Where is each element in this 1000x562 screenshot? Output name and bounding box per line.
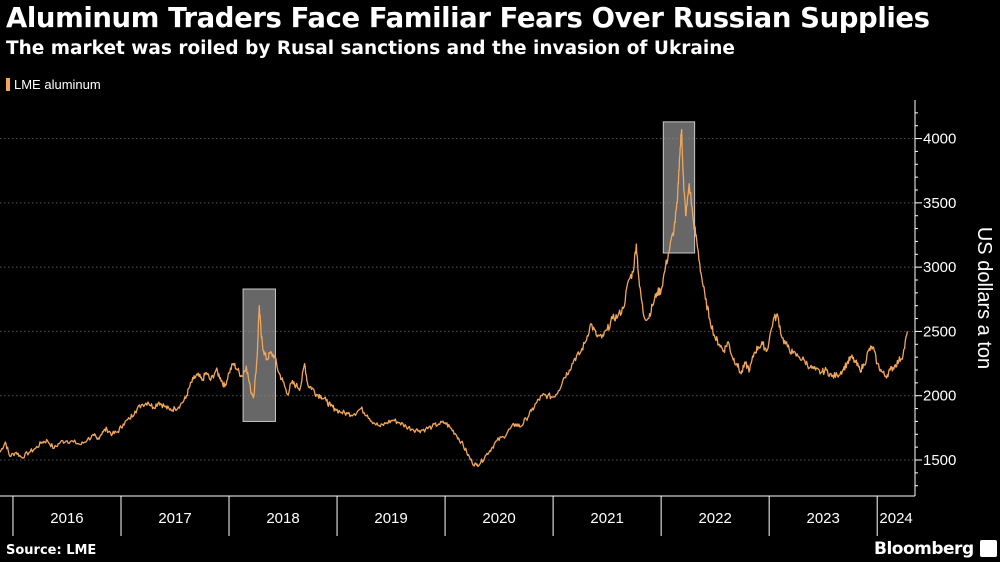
x-tick-label: 2021 [590, 510, 623, 527]
x-tick-label: 2018 [266, 510, 299, 527]
legend-swatch [6, 77, 10, 91]
gridlines [0, 138, 925, 461]
x-tick-label: 2023 [806, 510, 839, 527]
legend-label: LME aluminum [14, 76, 101, 92]
highlight-boxes [242, 121, 696, 422]
x-tick-label: 2022 [698, 510, 731, 527]
y-tick-label: 3000 [923, 259, 956, 276]
bloomberg-logo: Bloomberg [874, 539, 974, 559]
page-subtitle: The market was roiled by Rusal sanctions… [6, 38, 735, 59]
axes: 1500 2000 2500 3000 3500 4000 2016 2017 2018 2019… [0, 100, 956, 536]
y-tick-label: 1500 [923, 452, 956, 469]
series-line-lme-aluminum [0, 128, 909, 468]
y-tick-label: 4000 [923, 131, 956, 148]
source-note: Source: LME [6, 543, 97, 558]
page-title: Aluminum Traders Face Familiar Fears Ove… [6, 2, 930, 34]
x-tick-label: 2020 [482, 510, 515, 527]
y-axis-label: US dollars a ton [973, 227, 995, 369]
legend: LME aluminum [6, 75, 101, 93]
y-tick-label: 3500 [923, 195, 956, 212]
x-tick-label: 2016 [50, 510, 83, 527]
x-tick-label: 2019 [374, 510, 407, 527]
line-series [0, 128, 909, 468]
x-tick-label: 2017 [158, 510, 191, 527]
y-tick-label: 2000 [923, 388, 956, 405]
x-tick-label: 2024 [879, 510, 912, 527]
bloomberg-icon [980, 540, 997, 557]
y-tick-label: 2500 [923, 323, 956, 340]
